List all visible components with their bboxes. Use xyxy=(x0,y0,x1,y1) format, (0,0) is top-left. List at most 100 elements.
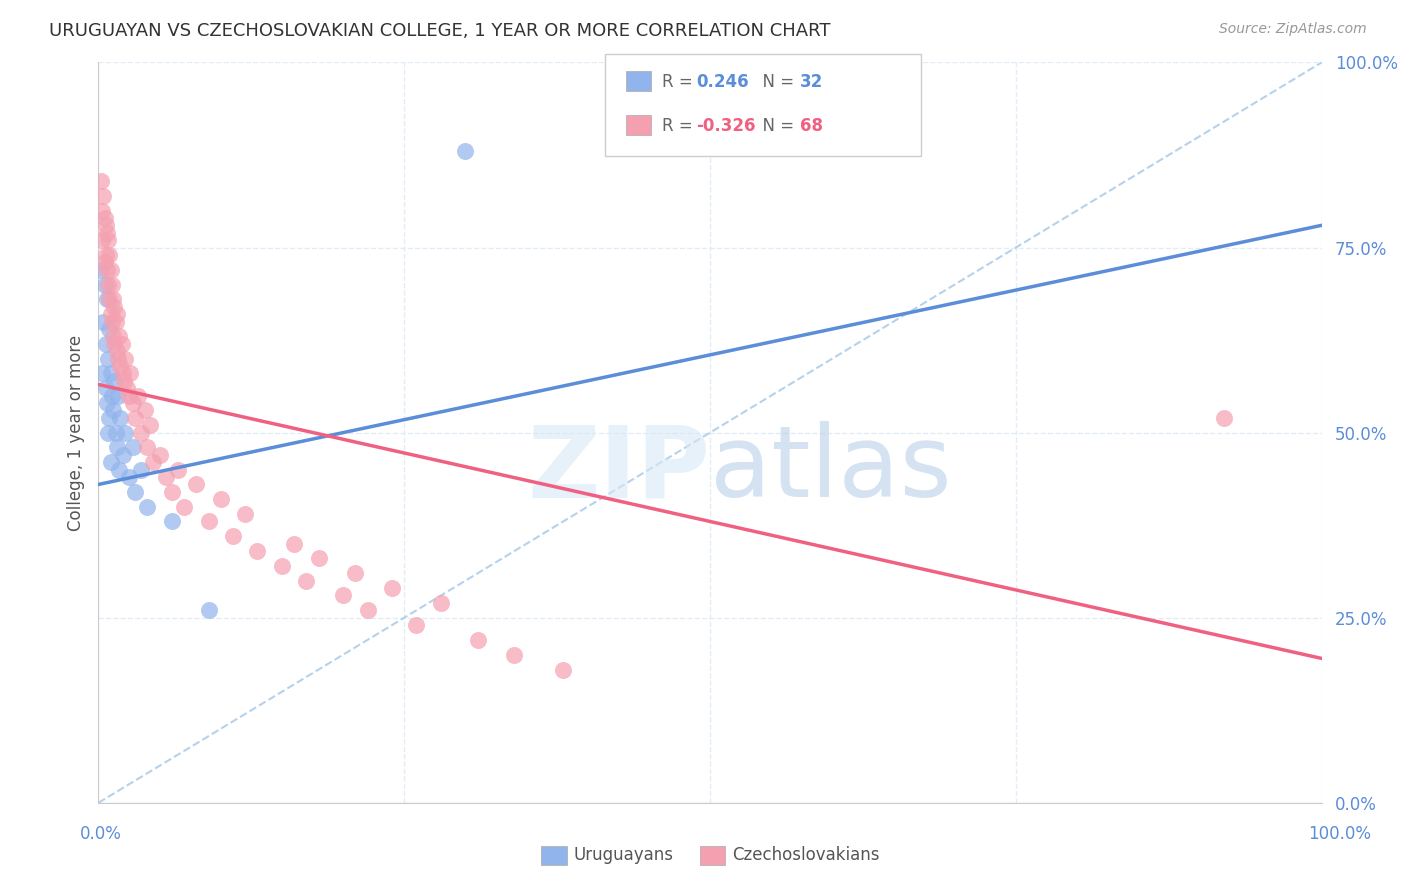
Point xyxy=(136,441,159,455)
Point xyxy=(98,293,121,307)
Point xyxy=(105,441,128,455)
Point xyxy=(160,484,183,499)
Point xyxy=(101,329,124,343)
Point xyxy=(142,455,165,469)
Point xyxy=(101,293,124,307)
Point xyxy=(124,484,146,499)
Point xyxy=(100,455,122,469)
Point xyxy=(222,529,245,543)
Point xyxy=(129,462,152,476)
Y-axis label: College, 1 year or more: College, 1 year or more xyxy=(66,334,84,531)
Point xyxy=(97,233,120,247)
Text: R =: R = xyxy=(662,73,699,91)
Point xyxy=(101,389,124,403)
Point xyxy=(173,500,195,514)
Point xyxy=(96,293,118,307)
Point xyxy=(430,596,453,610)
Point xyxy=(381,581,404,595)
Point xyxy=(121,396,143,410)
Point xyxy=(356,603,378,617)
Point xyxy=(110,359,132,373)
Text: Source: ZipAtlas.com: Source: ZipAtlas.com xyxy=(1219,22,1367,37)
Text: -0.326: -0.326 xyxy=(696,117,755,135)
Point xyxy=(101,315,124,329)
Text: atlas: atlas xyxy=(710,421,952,518)
Point xyxy=(93,255,115,269)
Point xyxy=(94,248,117,262)
Point xyxy=(197,515,219,529)
Point xyxy=(139,418,162,433)
Text: R =: R = xyxy=(662,117,699,135)
Point xyxy=(149,448,172,462)
Text: 68: 68 xyxy=(800,117,823,135)
Point xyxy=(134,403,156,417)
Point xyxy=(104,425,127,440)
Point xyxy=(553,663,575,677)
Text: 0.0%: 0.0% xyxy=(80,825,122,843)
Point xyxy=(90,262,112,277)
Point xyxy=(107,389,129,403)
Point xyxy=(120,367,142,381)
Point xyxy=(111,336,134,351)
Point xyxy=(454,145,477,159)
Point xyxy=(94,219,117,233)
Point xyxy=(115,381,138,395)
Text: N =: N = xyxy=(752,117,800,135)
Point xyxy=(112,374,135,388)
Point xyxy=(96,226,118,240)
Point xyxy=(96,396,118,410)
Point xyxy=(197,603,219,617)
Point xyxy=(246,544,269,558)
Point xyxy=(93,277,115,292)
Point xyxy=(96,262,118,277)
Point xyxy=(97,277,120,292)
Point xyxy=(111,367,134,381)
Point xyxy=(127,389,149,403)
Point xyxy=(118,470,141,484)
Point xyxy=(110,410,132,425)
Point xyxy=(91,233,114,247)
Point xyxy=(467,632,489,647)
Point xyxy=(167,462,190,476)
Point xyxy=(332,589,354,603)
Point xyxy=(405,618,427,632)
Point xyxy=(101,277,124,292)
Point xyxy=(100,367,122,381)
Text: ZIP: ZIP xyxy=(527,421,710,518)
Point xyxy=(121,441,143,455)
Point xyxy=(186,477,208,491)
Point xyxy=(91,188,114,202)
Point xyxy=(105,307,128,321)
Text: 0.246: 0.246 xyxy=(696,73,748,91)
Point xyxy=(344,566,367,581)
Point xyxy=(93,211,115,225)
Point xyxy=(118,389,141,403)
Point xyxy=(308,551,330,566)
Point xyxy=(1212,410,1234,425)
Text: Czechoslovakians: Czechoslovakians xyxy=(733,846,880,863)
Point xyxy=(98,410,121,425)
Point xyxy=(270,558,294,573)
Point xyxy=(209,492,232,507)
Point xyxy=(114,425,136,440)
Point xyxy=(90,174,112,188)
Point xyxy=(103,300,125,314)
Point xyxy=(98,322,121,336)
Point xyxy=(108,462,131,476)
Point xyxy=(136,500,159,514)
Point xyxy=(98,248,121,262)
Point xyxy=(233,507,256,521)
Point xyxy=(105,344,128,359)
Text: N =: N = xyxy=(752,73,800,91)
Point xyxy=(100,307,122,321)
Point xyxy=(97,425,120,440)
Point xyxy=(108,329,131,343)
Point xyxy=(283,537,305,551)
Point xyxy=(101,403,124,417)
Point xyxy=(160,515,183,529)
Point xyxy=(503,648,526,662)
Point xyxy=(91,367,114,381)
Point xyxy=(100,262,122,277)
Point xyxy=(103,374,125,388)
Point xyxy=(295,574,318,588)
